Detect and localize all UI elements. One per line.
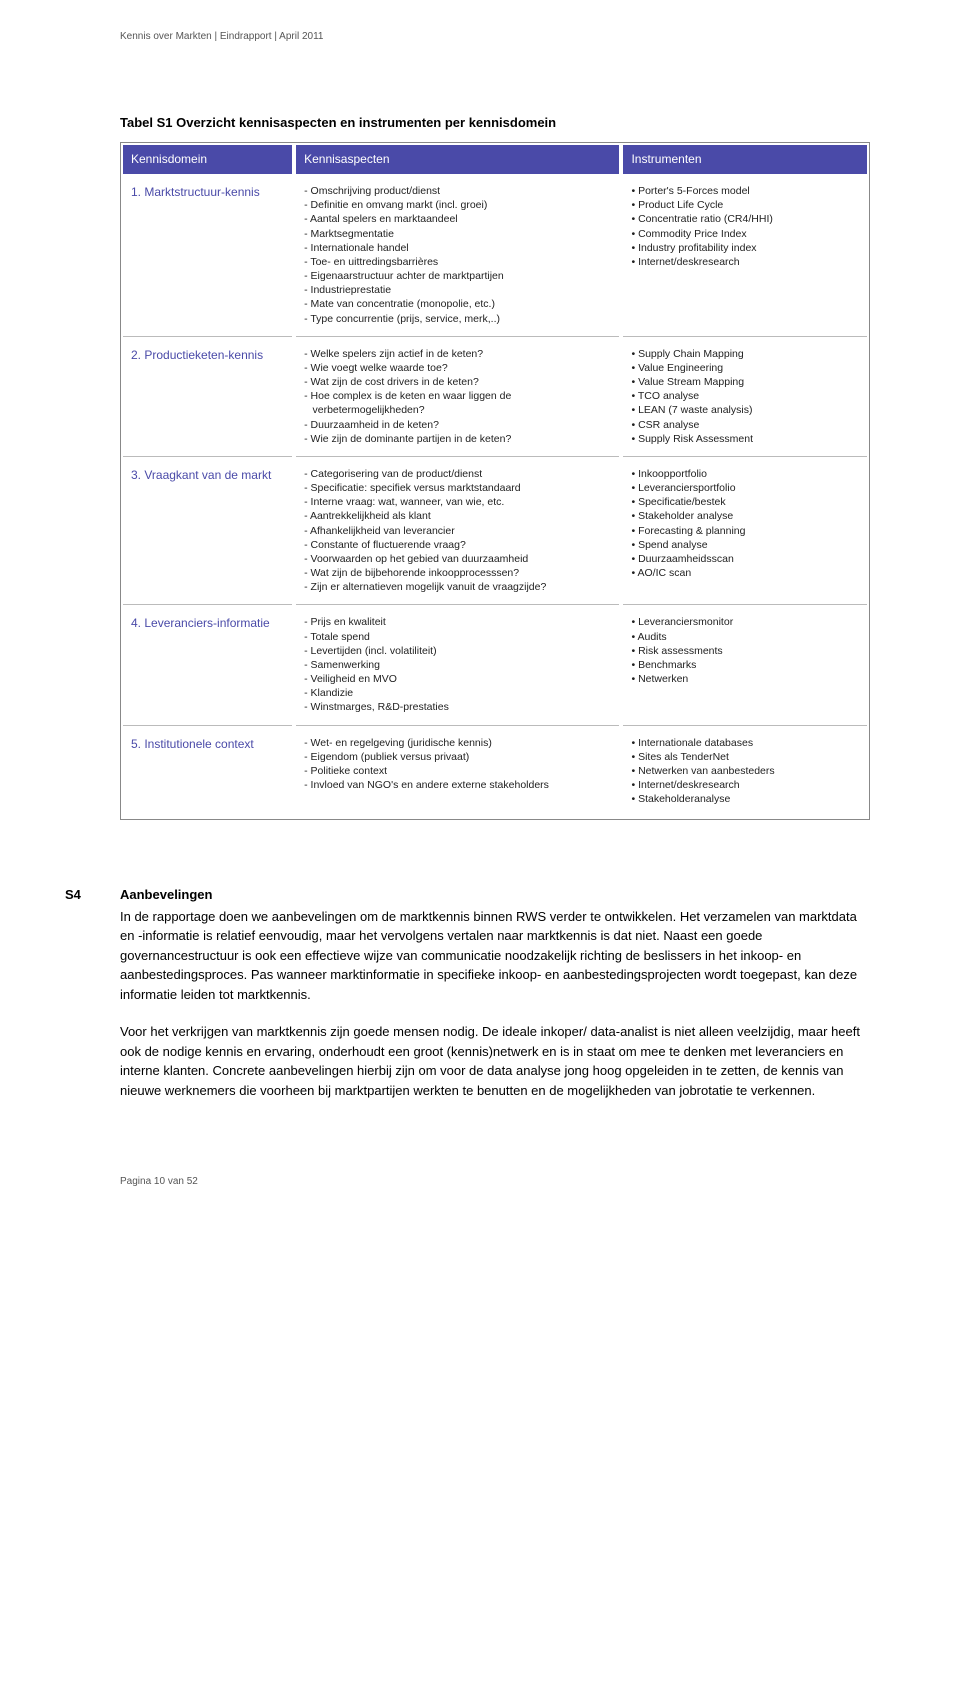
instrument-item: Stakeholderanalyse: [631, 792, 859, 806]
instrument-item: AO/IC scan: [631, 566, 859, 580]
aspect-item: Samenwerking: [304, 658, 611, 672]
domain-cell: 4. Leveranciers-informatie: [123, 605, 294, 725]
aspect-item: Winstmarges, R&D-prestaties: [304, 700, 611, 714]
instrument-item: Product Life Cycle: [631, 198, 859, 212]
aspect-item: Wat zijn de bijbehorende inkoopprocessse…: [304, 566, 611, 580]
aspect-item: Levertijden (incl. volatiliteit): [304, 644, 611, 658]
instrument-item: Porter's 5-Forces model: [631, 184, 859, 198]
aspect-item: Constante of fluctuerende vraag?: [304, 538, 611, 552]
table-row: 1. Marktstructuur-kennisOmschrijving pro…: [123, 174, 867, 336]
aspect-item: Toe- en uittredingsbarrières: [304, 255, 611, 269]
instrument-item: Specificatie/bestek: [631, 495, 859, 509]
aspect-item: Mate van concentratie (monopolie, etc.): [304, 297, 611, 311]
table-row: 4. Leveranciers-informatiePrijs en kwali…: [123, 605, 867, 725]
aspects-cell: Wet- en regelgeving (juridische kennis)E…: [294, 725, 621, 816]
document-header: Kennis over Markten | Eindrapport | Apri…: [120, 30, 870, 44]
aspect-item: Industrieprestatie: [304, 283, 611, 297]
aspect-item: Welke spelers zijn actief in de keten?: [304, 347, 611, 361]
aspect-item: Categorisering van de product/dienst: [304, 467, 611, 481]
col-header-domain: Kennisdomein: [123, 145, 294, 174]
instrument-item: Benchmarks: [631, 658, 859, 672]
aspect-item: Wie voegt welke waarde toe?: [304, 361, 611, 375]
aspect-item: Klandizie: [304, 686, 611, 700]
aspect-item: Wet- en regelgeving (juridische kennis): [304, 736, 611, 750]
instrument-item: TCO analyse: [631, 389, 859, 403]
aspect-item: Afhankelijkheid van leverancier: [304, 524, 611, 538]
table-row: 3. Vraagkant van de marktCategorisering …: [123, 456, 867, 605]
aspect-item: Specificatie: specifiek versus marktstan…: [304, 481, 611, 495]
page-footer: Pagina 10 van 52: [120, 1175, 870, 1189]
instrument-item: Concentratie ratio (CR4/HHI): [631, 212, 859, 226]
instrument-item: Value Stream Mapping: [631, 375, 859, 389]
instrument-item: Supply Risk Assessment: [631, 432, 859, 446]
aspect-item: Internationale handel: [304, 241, 611, 255]
aspect-item: Eigendom (publiek versus privaat): [304, 750, 611, 764]
instrument-item: Internet/deskresearch: [631, 255, 859, 269]
aspects-cell: Omschrijving product/dienstDefinitie en …: [294, 174, 621, 336]
instrument-item: Inkoopportfolio: [631, 467, 859, 481]
table-title: Tabel S1 Overzicht kennisaspecten en ins…: [120, 114, 870, 132]
instrument-item: Netwerken van aanbesteders: [631, 764, 859, 778]
aspect-item: Veiligheid en MVO: [304, 672, 611, 686]
instrument-item: Supply Chain Mapping: [631, 347, 859, 361]
aspect-item: Totale spend: [304, 630, 611, 644]
instrument-item: CSR analyse: [631, 418, 859, 432]
domain-cell: 5. Institutionele context: [123, 725, 294, 816]
knowledge-table: Kennisdomein Kennisaspecten Instrumenten…: [123, 145, 867, 816]
instrument-item: Sites als TenderNet: [631, 750, 859, 764]
aspect-item: Aantal spelers en marktaandeel: [304, 212, 611, 226]
instrument-item: Stakeholder analyse: [631, 509, 859, 523]
instrument-item: Netwerken: [631, 672, 859, 686]
instrument-item: Commodity Price Index: [631, 227, 859, 241]
instrument-item: Value Engineering: [631, 361, 859, 375]
aspect-item: Marktsegmentatie: [304, 227, 611, 241]
domain-cell: 2. Productieketen-kennis: [123, 336, 294, 456]
section-para-1: In de rapportage doen we aanbevelingen o…: [120, 907, 870, 1005]
col-header-aspects: Kennisaspecten: [294, 145, 621, 174]
aspect-item: Zijn er alternatieven mogelijk vanuit de…: [304, 580, 611, 594]
aspect-item: Politieke context: [304, 764, 611, 778]
aspect-item: Eigenaarstructuur achter de marktpartije…: [304, 269, 611, 283]
instrument-item: Spend analyse: [631, 538, 859, 552]
domain-cell: 3. Vraagkant van de markt: [123, 456, 294, 605]
instrument-item: Industry profitability index: [631, 241, 859, 255]
aspect-item: Wat zijn de cost drivers in de keten?: [304, 375, 611, 389]
aspect-item: Definitie en omvang markt (incl. groei): [304, 198, 611, 212]
instrument-item: Leveranciersmonitor: [631, 615, 859, 629]
instruments-cell: Porter's 5-Forces modelProduct Life Cycl…: [621, 174, 867, 336]
section-para-2: Voor het verkrijgen van marktkennis zijn…: [120, 1022, 870, 1100]
instruments-cell: LeveranciersmonitorAuditsRisk assessment…: [621, 605, 867, 725]
aspect-item: Omschrijving product/dienst: [304, 184, 611, 198]
aspect-item: Aantrekkelijkheid als klant: [304, 509, 611, 523]
aspect-item: Voorwaarden op het gebied van duurzaamhe…: [304, 552, 611, 566]
instrument-item: Leveranciersportfolio: [631, 481, 859, 495]
instruments-cell: InkoopportfolioLeveranciersportfolioSpec…: [621, 456, 867, 605]
instrument-item: Duurzaamheidsscan: [631, 552, 859, 566]
recommendations-section: S4 Aanbevelingen In de rapportage doen w…: [120, 885, 870, 1101]
instruments-cell: Supply Chain MappingValue EngineeringVal…: [621, 336, 867, 456]
aspect-item: Prijs en kwaliteit: [304, 615, 611, 629]
instrument-item: Risk assessments: [631, 644, 859, 658]
aspect-item: Hoe complex is de keten en waar liggen d…: [304, 389, 611, 417]
section-title: Aanbevelingen: [120, 885, 870, 905]
table-row: 5. Institutionele contextWet- en regelge…: [123, 725, 867, 816]
aspect-item: Wie zijn de dominante partijen in de ket…: [304, 432, 611, 446]
instruments-cell: Internationale databasesSites als Tender…: [621, 725, 867, 816]
aspect-item: Duurzaamheid in de keten?: [304, 418, 611, 432]
aspect-item: Invloed van NGO's en andere externe stak…: [304, 778, 611, 792]
table-container: Kennisdomein Kennisaspecten Instrumenten…: [120, 142, 870, 819]
instrument-item: Internet/deskresearch: [631, 778, 859, 792]
aspect-item: Type concurrentie (prijs, service, merk,…: [304, 312, 611, 326]
domain-cell: 1. Marktstructuur-kennis: [123, 174, 294, 336]
instrument-item: LEAN (7 waste analysis): [631, 403, 859, 417]
aspects-cell: Categorisering van de product/dienstSpec…: [294, 456, 621, 605]
col-header-instruments: Instrumenten: [621, 145, 867, 174]
instrument-item: Audits: [631, 630, 859, 644]
aspects-cell: Welke spelers zijn actief in de keten?Wi…: [294, 336, 621, 456]
aspect-item: Interne vraag: wat, wanneer, van wie, et…: [304, 495, 611, 509]
instrument-item: Forecasting & planning: [631, 524, 859, 538]
instrument-item: Internationale databases: [631, 736, 859, 750]
table-row: 2. Productieketen-kennisWelke spelers zi…: [123, 336, 867, 456]
aspects-cell: Prijs en kwaliteitTotale spendLevertijde…: [294, 605, 621, 725]
